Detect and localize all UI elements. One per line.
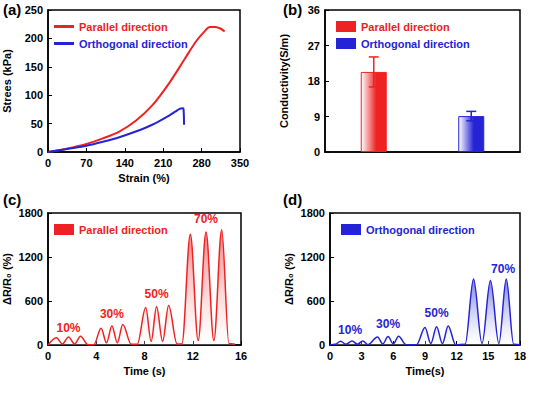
svg-text:12: 12 <box>187 350 199 362</box>
svg-text:Time(s): Time(s) <box>406 365 445 377</box>
svg-text:10%: 10% <box>56 321 80 335</box>
svg-text:70%: 70% <box>491 262 515 276</box>
svg-text:(c): (c) <box>3 191 21 208</box>
svg-text:9: 9 <box>422 350 428 362</box>
svg-text:ΔR/R₀ (%): ΔR/R₀ (%) <box>283 253 295 305</box>
svg-text:12: 12 <box>451 350 463 362</box>
svg-text:1200: 1200 <box>19 251 43 263</box>
svg-text:Conductivity(S/m): Conductivity(S/m) <box>278 34 290 128</box>
svg-text:Orthogonal direction: Orthogonal direction <box>79 38 188 50</box>
svg-text:1800: 1800 <box>301 207 325 219</box>
svg-text:Orthogonal direction: Orthogonal direction <box>361 38 470 50</box>
svg-text:8: 8 <box>141 350 147 362</box>
svg-text:4: 4 <box>93 350 100 362</box>
svg-text:0: 0 <box>319 339 325 351</box>
svg-text:3: 3 <box>359 350 365 362</box>
svg-text:50: 50 <box>31 118 43 130</box>
svg-text:0: 0 <box>37 339 43 351</box>
svg-text:0: 0 <box>327 350 333 362</box>
svg-text:Parallel direction: Parallel direction <box>79 21 168 33</box>
svg-text:50%: 50% <box>145 287 169 301</box>
svg-text:200: 200 <box>25 32 43 44</box>
svg-text:30%: 30% <box>100 307 124 321</box>
svg-text:50%: 50% <box>425 306 449 320</box>
svg-text:600: 600 <box>307 295 325 307</box>
svg-text:Parallel direction: Parallel direction <box>79 224 168 236</box>
svg-text:(a): (a) <box>3 1 21 18</box>
svg-text:1200: 1200 <box>301 251 325 263</box>
svg-text:36: 36 <box>308 4 320 16</box>
svg-text:18: 18 <box>514 350 526 362</box>
svg-text:600: 600 <box>25 295 43 307</box>
svg-text:70%: 70% <box>194 212 218 226</box>
svg-text:27: 27 <box>308 40 320 52</box>
svg-text:(d): (d) <box>283 191 302 208</box>
svg-text:280: 280 <box>192 157 210 169</box>
svg-text:70: 70 <box>80 157 92 169</box>
svg-text:9: 9 <box>314 111 320 123</box>
svg-text:Strain (%): Strain (%) <box>118 172 170 184</box>
svg-text:0: 0 <box>45 350 51 362</box>
svg-text:16: 16 <box>235 350 247 362</box>
svg-text:Orthogonal direction: Orthogonal direction <box>366 224 475 236</box>
svg-text:100: 100 <box>25 89 43 101</box>
svg-text:0: 0 <box>45 157 51 169</box>
svg-text:18: 18 <box>308 75 320 87</box>
svg-text:(b): (b) <box>283 1 302 18</box>
svg-text:Time (s): Time (s) <box>124 365 166 377</box>
svg-text:6: 6 <box>390 350 396 362</box>
svg-text:0: 0 <box>314 146 320 158</box>
svg-text:1800: 1800 <box>19 207 43 219</box>
svg-text:10%: 10% <box>338 323 362 337</box>
svg-text:Strees (kPa): Strees (kPa) <box>1 49 13 113</box>
svg-text:Parallel direction: Parallel direction <box>361 21 450 33</box>
svg-text:140: 140 <box>116 157 134 169</box>
svg-text:350: 350 <box>231 157 249 169</box>
svg-text:15: 15 <box>482 350 494 362</box>
svg-text:150: 150 <box>25 61 43 73</box>
svg-text:0: 0 <box>37 146 43 158</box>
svg-text:ΔR/R₀ (%): ΔR/R₀ (%) <box>1 253 13 305</box>
svg-text:210: 210 <box>154 157 172 169</box>
svg-text:250: 250 <box>25 4 43 16</box>
svg-text:30%: 30% <box>376 317 400 331</box>
